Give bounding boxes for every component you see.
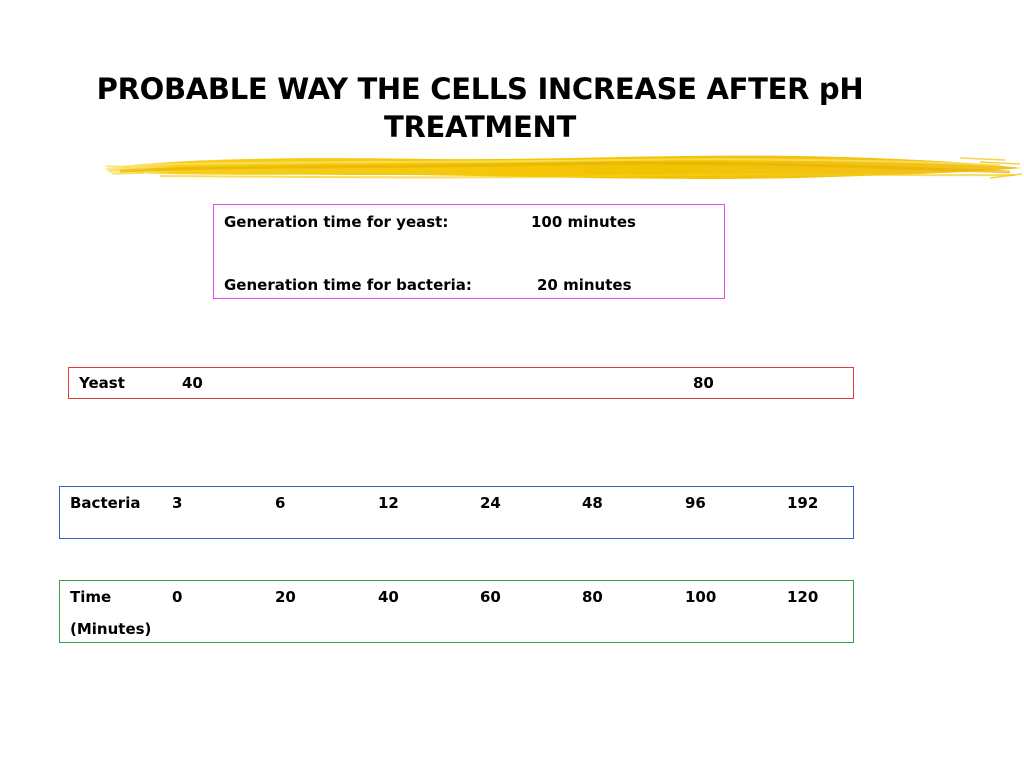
time-value: 40	[378, 588, 399, 606]
time-row-box: Time (Minutes) 0 20 40 60 80 100 120	[59, 580, 854, 643]
time-value: 60	[480, 588, 501, 606]
time-value: 120	[787, 588, 819, 606]
yeast-row-label: Yeast	[79, 374, 125, 392]
yeast-generation-label: Generation time for yeast:	[224, 213, 449, 231]
bacteria-generation-label: Generation time for bacteria:	[224, 276, 472, 294]
yeast-generation-value: 100 minutes	[531, 213, 636, 231]
yeast-value: 40	[182, 374, 203, 392]
bacteria-row-box: Bacteria 3 6 12 24 48 96 192	[59, 486, 854, 539]
yeast-row-box: Yeast 40 80	[68, 367, 854, 399]
yeast-value: 80	[693, 374, 714, 392]
bacteria-generation-value: 20 minutes	[537, 276, 632, 294]
time-row-unit: (Minutes)	[70, 620, 152, 638]
title-line-1: PROBABLE WAY THE CELLS INCREASE AFTER pH	[96, 72, 864, 106]
generation-time-box: Generation time for yeast: 100 minutes G…	[213, 204, 725, 299]
bacteria-value: 48	[582, 494, 603, 512]
slide-title: PROBABLE WAY THE CELLS INCREASE AFTER pH…	[40, 70, 920, 146]
bacteria-value: 12	[378, 494, 399, 512]
bacteria-row-label: Bacteria	[70, 494, 141, 512]
time-value: 0	[172, 588, 183, 606]
time-row-label: Time	[70, 588, 112, 606]
bacteria-value: 96	[685, 494, 706, 512]
bacteria-value: 3	[172, 494, 183, 512]
yellow-brush-stroke	[104, 155, 1023, 179]
title-line-2: TREATMENT	[384, 110, 576, 144]
time-value: 20	[275, 588, 296, 606]
time-value: 80	[582, 588, 603, 606]
bacteria-value: 6	[275, 494, 286, 512]
bacteria-value: 192	[787, 494, 819, 512]
bacteria-value: 24	[480, 494, 501, 512]
time-value: 100	[685, 588, 717, 606]
